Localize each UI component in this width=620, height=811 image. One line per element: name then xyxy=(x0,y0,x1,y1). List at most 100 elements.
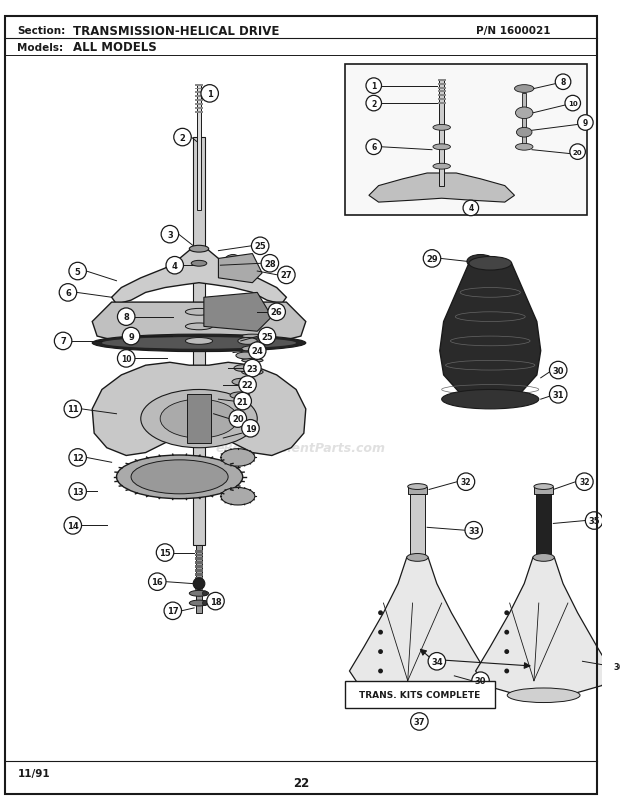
Ellipse shape xyxy=(507,688,580,702)
Circle shape xyxy=(258,328,276,345)
Text: 29: 29 xyxy=(426,255,438,264)
Circle shape xyxy=(278,267,295,285)
Circle shape xyxy=(252,238,269,255)
Text: 11/91: 11/91 xyxy=(17,768,50,778)
Bar xyxy=(195,100,203,102)
Circle shape xyxy=(549,386,567,404)
Bar xyxy=(345,65,587,216)
Polygon shape xyxy=(204,293,272,332)
Ellipse shape xyxy=(185,338,213,345)
Circle shape xyxy=(268,303,285,321)
Text: 37: 37 xyxy=(414,717,425,726)
Circle shape xyxy=(565,97,580,112)
Text: 32: 32 xyxy=(461,478,471,487)
Ellipse shape xyxy=(515,144,533,151)
Bar xyxy=(195,573,203,576)
Circle shape xyxy=(504,650,509,654)
Text: 21: 21 xyxy=(237,397,249,406)
Ellipse shape xyxy=(433,164,451,169)
Ellipse shape xyxy=(516,128,532,138)
Bar xyxy=(195,112,203,114)
Text: 20: 20 xyxy=(232,414,244,423)
Ellipse shape xyxy=(117,456,242,499)
Text: TRANSMISSION-HELICAL DRIVE: TRANSMISSION-HELICAL DRIVE xyxy=(73,25,279,38)
Ellipse shape xyxy=(433,144,451,151)
Circle shape xyxy=(69,449,86,466)
Bar xyxy=(438,99,446,101)
Text: 22: 22 xyxy=(293,776,309,789)
Text: 7: 7 xyxy=(60,337,66,346)
Polygon shape xyxy=(92,363,306,456)
Bar xyxy=(195,581,203,584)
Circle shape xyxy=(244,360,261,377)
Bar xyxy=(195,593,203,595)
Circle shape xyxy=(611,658,620,675)
Ellipse shape xyxy=(242,335,263,339)
Bar xyxy=(195,550,203,553)
Ellipse shape xyxy=(381,688,454,702)
Circle shape xyxy=(234,393,252,410)
Text: 19: 19 xyxy=(245,424,256,433)
Text: 23: 23 xyxy=(247,364,258,373)
Ellipse shape xyxy=(441,390,539,410)
Circle shape xyxy=(556,75,571,90)
Circle shape xyxy=(465,521,482,539)
Circle shape xyxy=(239,376,256,394)
Text: 30: 30 xyxy=(475,676,486,685)
Ellipse shape xyxy=(189,246,209,253)
Text: ALL MODELS: ALL MODELS xyxy=(73,41,157,54)
Ellipse shape xyxy=(185,324,213,330)
Circle shape xyxy=(202,601,207,606)
Text: 32: 32 xyxy=(579,478,590,487)
Text: P/N 1600021: P/N 1600021 xyxy=(476,26,550,36)
Bar xyxy=(536,495,551,558)
Ellipse shape xyxy=(131,461,228,494)
Ellipse shape xyxy=(242,346,263,352)
Bar xyxy=(522,94,526,148)
Bar xyxy=(195,585,203,588)
Text: 2: 2 xyxy=(180,133,185,143)
Circle shape xyxy=(457,474,475,491)
Text: 31: 31 xyxy=(552,390,564,399)
Text: 26: 26 xyxy=(271,308,283,317)
Text: 1: 1 xyxy=(371,82,376,91)
Polygon shape xyxy=(92,303,306,341)
Text: 30: 30 xyxy=(552,366,564,375)
Text: 12: 12 xyxy=(72,453,84,462)
Bar xyxy=(195,108,203,109)
Bar xyxy=(438,92,446,93)
Bar xyxy=(195,104,203,106)
Circle shape xyxy=(472,672,489,689)
Circle shape xyxy=(378,650,383,654)
Text: 22: 22 xyxy=(242,380,254,389)
Bar xyxy=(534,487,553,495)
Text: 17: 17 xyxy=(167,607,179,616)
Ellipse shape xyxy=(533,554,554,561)
Text: 11: 11 xyxy=(67,405,79,414)
Text: 1: 1 xyxy=(206,90,213,99)
Text: 8: 8 xyxy=(123,313,129,322)
Ellipse shape xyxy=(102,337,296,350)
Bar xyxy=(187,395,211,444)
Text: 2: 2 xyxy=(371,100,376,109)
Ellipse shape xyxy=(407,554,428,561)
Text: 24: 24 xyxy=(251,347,263,356)
Text: 34: 34 xyxy=(431,657,443,666)
Text: 10: 10 xyxy=(568,101,578,107)
Ellipse shape xyxy=(92,335,306,352)
Text: 10: 10 xyxy=(121,354,131,363)
Bar xyxy=(410,495,425,558)
Circle shape xyxy=(570,144,585,161)
Ellipse shape xyxy=(141,390,257,448)
Circle shape xyxy=(366,139,381,156)
Circle shape xyxy=(55,333,72,350)
Ellipse shape xyxy=(185,309,213,315)
Circle shape xyxy=(366,97,381,112)
Bar xyxy=(408,487,427,495)
Text: Models:: Models: xyxy=(17,43,64,53)
Bar xyxy=(195,92,203,94)
Circle shape xyxy=(69,263,86,281)
Circle shape xyxy=(504,669,509,674)
Circle shape xyxy=(117,350,135,367)
Text: 35: 35 xyxy=(588,517,600,526)
